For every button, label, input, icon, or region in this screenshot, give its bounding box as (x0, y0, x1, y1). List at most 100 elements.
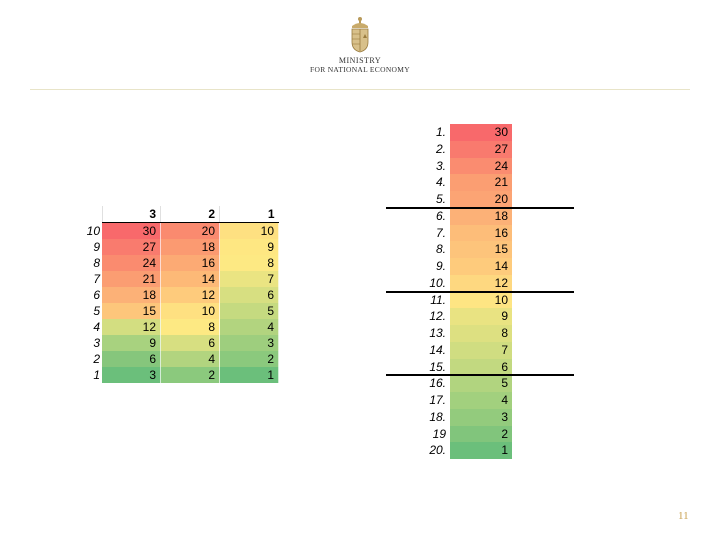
table-cell: 7 (219, 271, 279, 287)
rank-value: 10 (450, 291, 512, 309)
header-corner (80, 206, 102, 223)
rank-value: 27 (450, 140, 512, 158)
group-separator (386, 290, 574, 293)
ministry-line2: FOR NATIONAL ECONOMY (310, 65, 410, 74)
table-cell: 6 (102, 351, 161, 367)
table-cell: 3 (102, 367, 161, 383)
rank-value: 18 (450, 207, 512, 225)
rank-label: 19 (432, 426, 446, 441)
rank-value: 8 (450, 325, 512, 342)
rank-value: 30 (450, 124, 512, 141)
rank-value: 15 (450, 241, 512, 258)
rank-label: 5. (435, 192, 446, 206)
table-cell: 3 (219, 335, 279, 351)
rank-label: 1. (435, 125, 446, 139)
table-row: 6 18 12 6 (80, 287, 279, 303)
rank-label: 16. (429, 376, 446, 391)
table-cell: 9 (219, 239, 279, 255)
table-cell: 10 (160, 303, 220, 319)
table-cell: 2 (160, 367, 220, 383)
row-label: 6 (93, 288, 100, 302)
ministry-logo: MINISTRY FOR NATIONAL ECONOMY (300, 16, 420, 86)
rank-value: 1 (450, 442, 512, 459)
ministry-line1: MINISTRY (338, 56, 382, 65)
table-cell: 20 (160, 222, 220, 239)
rank-label: 11. (430, 292, 446, 307)
rank-label: 9. (435, 259, 446, 273)
table-cell: 21 (102, 271, 161, 287)
table-cell: 14 (160, 271, 220, 287)
rank-value: 21 (450, 174, 512, 191)
table-cell: 24 (102, 255, 161, 271)
column-header: 3 (101, 206, 161, 223)
rank-label: 7. (435, 225, 446, 240)
rank-label: 12. (429, 309, 446, 324)
header-divider (30, 89, 690, 90)
rank-label: 6. (435, 208, 446, 223)
table-cell: 2 (219, 351, 279, 367)
rank-value: 4 (450, 392, 512, 409)
row-label: 3 (93, 336, 100, 350)
row-label: 2 (93, 352, 100, 366)
row-label: 7 (93, 272, 100, 286)
row-label: 10 (86, 223, 100, 238)
rank-label: 13. (429, 326, 446, 340)
table-cell: 1 (219, 367, 279, 383)
row-label: 5 (93, 304, 100, 318)
rank-label: 17. (429, 393, 446, 407)
table-cell: 9 (102, 335, 161, 351)
table-cell: 4 (219, 319, 279, 335)
rank-value: 6 (450, 358, 512, 376)
table-cell: 18 (160, 239, 220, 255)
table-header-row: 3 2 1 (80, 206, 279, 223)
score-matrix-table: 3 2 1 10 30 20 10 9 27 18 9 8 24 16 8 7 21 14 7 6 18 12 6 5 1… (80, 206, 279, 383)
table-cell: 8 (219, 255, 279, 271)
coat-of-arms-icon (351, 17, 369, 53)
column-header: 1 (219, 206, 279, 223)
page-number: 11 (678, 510, 689, 522)
rank-value: 7 (450, 341, 512, 359)
column-header: 2 (160, 206, 220, 223)
table-cell: 6 (160, 335, 220, 351)
rank-label: 10. (429, 275, 446, 290)
table-row: 9 27 18 9 (80, 239, 279, 255)
row-label: 8 (93, 256, 100, 270)
rank-label: 2. (435, 141, 446, 156)
rank-label: 3. (435, 158, 446, 173)
table-cell: 10 (219, 222, 279, 239)
table-cell: 27 (102, 239, 161, 255)
rank-label: 15. (429, 359, 446, 374)
table-cell: 4 (160, 351, 220, 367)
rank-value: 9 (450, 308, 512, 325)
rank-label: 4. (435, 175, 446, 190)
rank-value: 24 (450, 157, 512, 175)
rank-value: 20 (450, 191, 512, 208)
table-row: 7 21 14 7 (80, 271, 279, 287)
rank-value: 3 (450, 408, 512, 426)
table-row: 5 15 10 5 (80, 303, 279, 319)
table-cell: 30 (102, 222, 161, 239)
row-label: 4 (93, 320, 100, 334)
rank-label: 14. (429, 342, 446, 357)
table-cell: 12 (160, 287, 220, 303)
group-separator (386, 206, 574, 209)
table-cell: 8 (160, 319, 220, 335)
rank-label: 20. (429, 443, 446, 458)
rank-label: 18. (429, 409, 446, 424)
table-row: 8 24 16 8 (80, 255, 279, 271)
rank-value: 12 (450, 274, 512, 292)
table-cell: 6 (219, 287, 279, 303)
rank-value: 5 (450, 375, 512, 392)
table-cell: 15 (102, 303, 161, 319)
table-row: 10 30 20 10 (80, 222, 279, 239)
group-separator (386, 374, 574, 377)
table-cell: 12 (102, 319, 161, 335)
table-cell: 5 (219, 303, 279, 319)
table-cell: 18 (102, 287, 161, 303)
rank-value: 2 (450, 425, 512, 443)
rank-value: 14 (450, 258, 512, 275)
row-label: 1 (93, 368, 100, 382)
